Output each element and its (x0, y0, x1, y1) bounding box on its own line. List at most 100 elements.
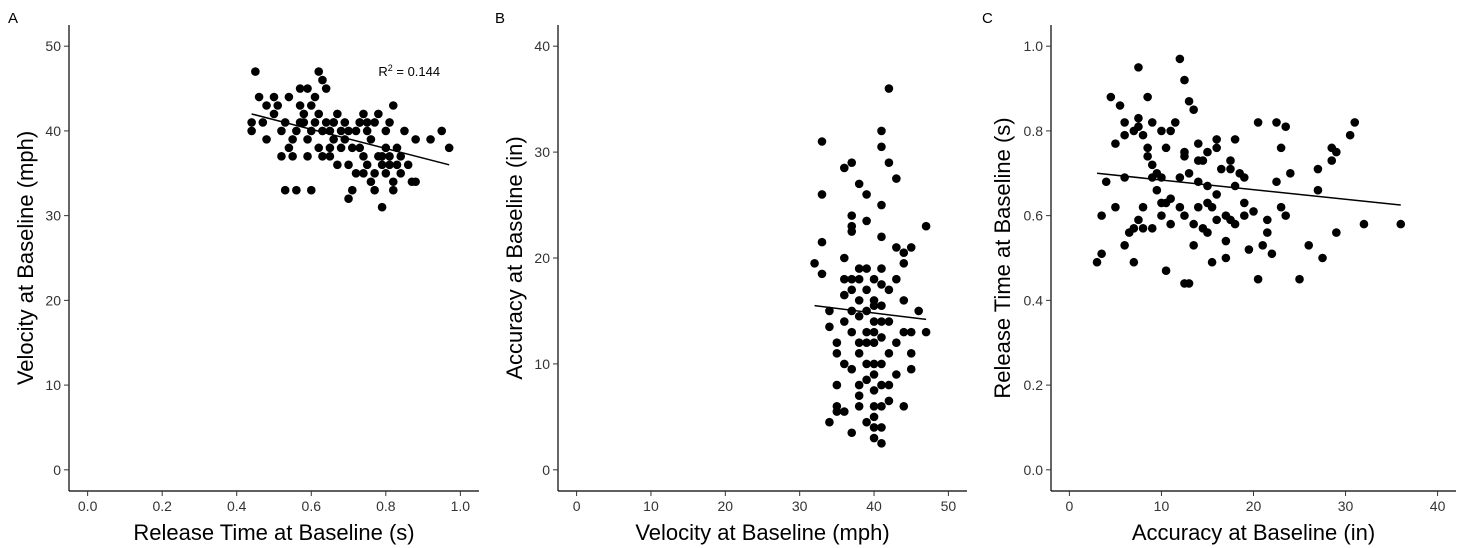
scatter-point (1313, 164, 1323, 174)
scatter-point (1129, 224, 1139, 233)
scatter-point (1184, 96, 1194, 106)
scatter-point (892, 338, 901, 348)
y-tick-label: 1.0 (1024, 38, 1044, 54)
scatter-point (877, 232, 886, 242)
scatter-point (377, 160, 387, 170)
scatter-point (877, 317, 886, 326)
scatter-point (1143, 92, 1152, 102)
y-tick-label: 0 (53, 462, 61, 478)
scatter-point (269, 109, 279, 119)
scatter-point (847, 285, 857, 295)
scatter-point (295, 101, 305, 110)
x-tick-label: 40 (866, 498, 882, 514)
scatter-point (277, 152, 286, 161)
scatter-point (437, 126, 447, 136)
scatter-point (906, 327, 916, 337)
scatter-point (847, 227, 857, 236)
scatter-point (355, 143, 365, 153)
scatter-point (1134, 63, 1143, 72)
scatter-point (921, 221, 931, 231)
scatter-point (1239, 198, 1249, 208)
panel-letter: B (495, 10, 505, 27)
x-tick-label: 10 (643, 498, 659, 514)
scatter-point (426, 135, 435, 144)
scatter-point (854, 349, 864, 358)
scatter-point (1175, 173, 1185, 182)
scatter-point (877, 126, 886, 136)
scatter-point (392, 143, 402, 153)
scatter-point (370, 118, 379, 127)
scatter-point (862, 190, 871, 199)
scatter-point (854, 274, 864, 284)
scatter-point (840, 163, 849, 173)
scatter-point (862, 285, 871, 295)
scatter-point (333, 109, 342, 119)
scatter-point (1396, 219, 1406, 229)
scatter-point (869, 274, 879, 284)
x-tick-label: 1.0 (451, 498, 471, 514)
panel-a: A 0.0 0.2 0.4 0.6 0.8 1.0 0 10 20 30 40 50 Release T… (8, 10, 479, 545)
scatter-point (1203, 181, 1212, 191)
scatter-point (869, 370, 879, 379)
scatter-point (1101, 177, 1111, 187)
scatter-point (914, 306, 923, 316)
scatter-point (847, 327, 857, 337)
x-tick-label: 10 (1154, 498, 1170, 514)
scatter-point (1221, 236, 1231, 246)
scatter-point (1120, 118, 1129, 127)
scatter-point (299, 109, 309, 119)
scatter-point (862, 264, 871, 273)
scatter-point (1295, 274, 1304, 284)
scatter-point (366, 135, 376, 144)
scatter-point (854, 401, 864, 411)
scatter-point (1249, 207, 1258, 216)
scatter-point (385, 160, 394, 170)
regression-line (251, 113, 450, 166)
scatter-point (359, 109, 368, 119)
scatter-point (869, 412, 879, 422)
y-tick-label: 50 (45, 38, 61, 54)
scatter-point (362, 160, 372, 170)
scatter-point (370, 168, 379, 178)
scatter-point (310, 118, 320, 127)
y-tick-label: 0.4 (1024, 292, 1044, 308)
scatter-point (1318, 253, 1327, 263)
scatter-point (284, 143, 294, 153)
y-tick-label: 0 (542, 462, 550, 478)
scatter-point (1097, 211, 1106, 220)
scatter-point (1332, 228, 1341, 237)
scatter-point (884, 84, 894, 93)
scatter-point (1230, 181, 1240, 191)
scatter-point (444, 143, 454, 153)
scatter-point (388, 177, 398, 187)
scatter-point (1226, 156, 1235, 165)
scatter-point (1161, 143, 1171, 153)
x-tick-label: 0.6 (302, 498, 322, 514)
scatter-point (273, 101, 283, 110)
scatter-point (869, 338, 879, 348)
x-tick-label: 20 (1246, 498, 1262, 514)
scatter-point (869, 423, 879, 432)
scatter-point (1207, 257, 1217, 267)
scatter-point (847, 274, 857, 284)
scatter-point (1180, 75, 1189, 85)
scatter-point (884, 349, 894, 358)
scatter-point (862, 216, 871, 226)
scatter-point (262, 101, 271, 110)
x-tick-label: 30 (1338, 498, 1354, 514)
scatter-point (877, 264, 886, 273)
scatter-point (318, 75, 327, 85)
scatter-point (840, 317, 849, 326)
scatter-point (1276, 143, 1286, 153)
y-tick-label: 40 (45, 123, 61, 139)
scatter-point (1120, 173, 1129, 182)
scatter-point (1263, 228, 1272, 237)
scatter-point (899, 401, 909, 411)
scatter-point (306, 185, 316, 195)
scatter-point (1193, 202, 1203, 212)
scatter-point (854, 338, 864, 348)
scatter-point (1180, 211, 1189, 220)
y-tick-label: 10 (534, 356, 550, 372)
scatter-point (877, 423, 886, 432)
scatter-point (854, 179, 864, 189)
